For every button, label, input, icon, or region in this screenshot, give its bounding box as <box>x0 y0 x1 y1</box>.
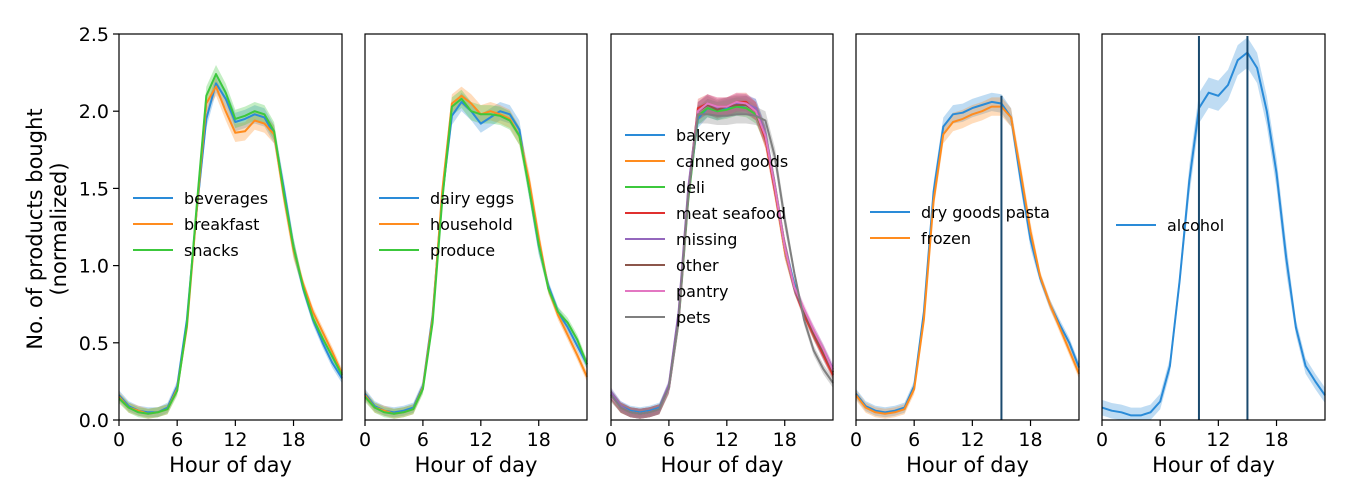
band-household <box>365 86 587 419</box>
band-bakery <box>611 95 833 418</box>
chart-panel-1: 0 6 12 18 0.0 0.5 1.0 1.5 2.0 2.5 Hour of day bever… <box>79 24 343 477</box>
x-tick-label: 0 <box>113 429 125 451</box>
band-pantry <box>611 92 833 419</box>
x-tick-label: 0 <box>1096 429 1108 451</box>
legend-label: household <box>430 215 513 234</box>
x-tick-label: 0 <box>850 429 862 451</box>
x-tick-label: 6 <box>171 429 183 451</box>
legend-label: breakfast <box>184 215 259 234</box>
x-tick-label: 6 <box>663 429 675 451</box>
legend-label: snacks <box>184 241 239 260</box>
x-tick-label: 6 <box>417 429 429 451</box>
x-tick-label: 12 <box>469 429 493 451</box>
y-tick-label: 0.0 <box>79 410 109 432</box>
legend-label: deli <box>676 178 705 197</box>
series-line-pantry <box>610 100 834 415</box>
x-tick-label: 18 <box>1018 429 1042 451</box>
axes-frame <box>364 33 588 421</box>
series-line-meat-seafood <box>610 100 834 415</box>
band-other <box>611 95 833 419</box>
x-axis-label: Hour of day <box>415 453 538 477</box>
x-tick-label: 12 <box>223 429 247 451</box>
x-tick-label: 18 <box>527 429 551 451</box>
legend-label: dairy eggs <box>430 189 514 208</box>
legend-label: produce <box>430 241 495 260</box>
series-line-canned-goods <box>610 102 834 415</box>
y-tick-label: 1.0 <box>79 256 109 278</box>
y-tick-label: 1.5 <box>79 178 109 200</box>
x-tick-label: 12 <box>715 429 739 451</box>
series-line-pets <box>610 113 834 415</box>
axes-frame <box>855 33 1080 421</box>
legend: bakery canned goods deli meat seafood missin… <box>625 126 788 327</box>
legend-label: pets <box>676 308 711 327</box>
legend: beverages breakfast snacks <box>133 189 268 260</box>
y-tick-label: 0.5 <box>79 333 109 355</box>
band-missing <box>611 94 833 419</box>
y-tick-label: 2.0 <box>79 101 109 123</box>
legend: alcohol <box>1116 216 1224 235</box>
axes-frame <box>1101 33 1326 421</box>
x-tick-label: 0 <box>605 429 617 451</box>
x-axis-label: Hour of day <box>1152 453 1275 477</box>
legend-label: dry goods pasta <box>921 203 1050 222</box>
legend-label: other <box>676 256 719 275</box>
series-line-alcohol <box>1101 51 1326 417</box>
legend-label: meat seafood <box>676 204 786 223</box>
x-tick-label: 12 <box>1206 429 1230 451</box>
series-line-frozen <box>855 105 1080 415</box>
x-axis-label: Hour of day <box>169 453 292 477</box>
series-line-snacks <box>118 73 343 415</box>
legend-label: beverages <box>184 189 268 208</box>
y-axis-label-line2: (normalized) <box>47 162 71 295</box>
band-frozen <box>856 97 1079 419</box>
x-tick-label: 18 <box>1264 429 1288 451</box>
legend-label: canned goods <box>676 152 788 171</box>
legend-label: pantry <box>676 282 728 301</box>
x-tick-label: 0 <box>359 429 371 451</box>
x-tick-label: 18 <box>281 429 305 451</box>
x-tick-label: 6 <box>1154 429 1166 451</box>
legend-label: alcohol <box>1167 216 1224 235</box>
band-dry-goods-pasta <box>856 92 1079 418</box>
legend: dairy eggs household produce <box>379 189 514 260</box>
x-axis-label: Hour of day <box>906 453 1029 477</box>
x-axis-label: Hour of day <box>661 453 784 477</box>
legend-label: bakery <box>676 126 731 145</box>
legend: dry goods pasta frozen <box>870 203 1050 248</box>
legend-label: frozen <box>921 229 971 248</box>
x-tick-label: 18 <box>773 429 797 451</box>
x-tick-label: 12 <box>960 429 984 451</box>
legend-label: missing <box>676 230 737 249</box>
y-axis-label-line1: No. of products bought <box>23 108 47 349</box>
band-deli <box>611 97 833 419</box>
y-tick-label: 2.5 <box>79 24 109 46</box>
axes-frame <box>118 33 343 421</box>
x-tick-label: 6 <box>908 429 920 451</box>
series-line-missing <box>610 102 834 415</box>
series-line-dry-goods-pasta <box>855 100 1080 414</box>
series-line-produce <box>364 97 588 415</box>
axes-frame <box>610 33 834 421</box>
